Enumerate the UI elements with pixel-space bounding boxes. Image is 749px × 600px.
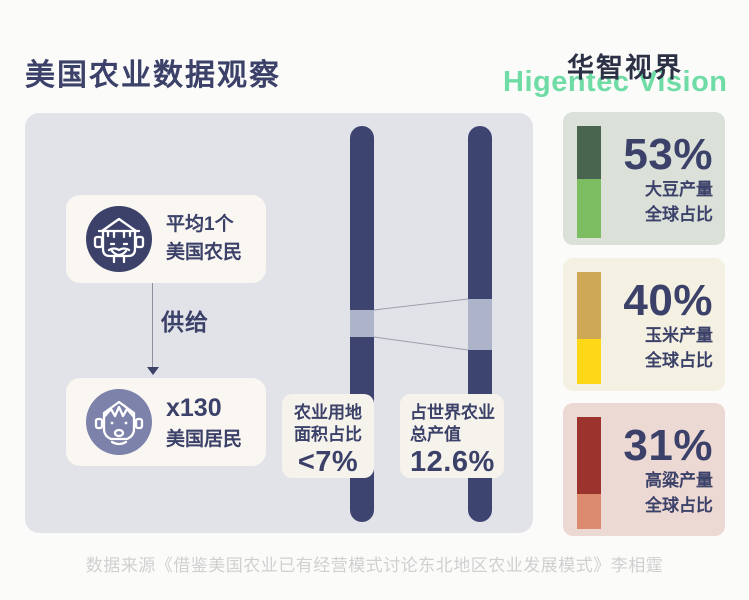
stat-bar-top: [577, 272, 601, 340]
bar-connector-lines: [373, 298, 469, 351]
farmer-card-line1: 平均1个: [166, 214, 234, 236]
stat-text: 31% 高粱产量 全球占比: [623, 421, 713, 518]
stat-value: 53%: [623, 130, 713, 179]
stat-bar: [577, 126, 601, 238]
brand-logo-cn: 华智视界: [567, 53, 683, 83]
stat-label-line1: 高粱产量: [645, 471, 713, 491]
stat-label-line2: 全球占比: [645, 350, 713, 370]
data-source-caption: 数据来源《借鉴美国农业已有经营模式讨论东北地区农业发展模式》李相霆: [85, 556, 664, 575]
stat-bar: [577, 272, 601, 384]
resident-card-text: x130 美国居民: [166, 390, 242, 454]
supply-label: 供给: [161, 309, 209, 335]
output-metric-line1: 占世界农业: [410, 403, 495, 422]
stat-value: 40%: [623, 276, 713, 325]
land-metric-value: <7%: [297, 446, 359, 479]
stat-value: 31%: [623, 421, 713, 470]
land-metric-line1: 农业用地: [294, 403, 362, 422]
farmer-icon: [86, 206, 152, 272]
stat-bar-bottom: [577, 339, 601, 384]
farmer-card-text: 平均1个 美国农民: [166, 211, 242, 266]
stat-label-line2: 全球占比: [645, 495, 713, 515]
resident-icon: [86, 389, 152, 455]
farmer-card: 平均1个 美国农民: [66, 195, 266, 283]
stat-bar-bottom: [577, 494, 601, 529]
farmer-card-line2: 美国农民: [166, 242, 243, 263]
stat-label-line1: 大豆产量: [645, 180, 713, 200]
resident-card-line2: 美国居民: [166, 429, 243, 451]
stat-label-line1: 玉米产量: [645, 326, 713, 346]
land-metric-card: 农业用地 面积占比 <7%: [282, 394, 374, 478]
supply-arrow-line: [152, 283, 153, 369]
land-area-bar-highlight: [350, 310, 374, 337]
land-metric-line2: 面积占比: [294, 425, 362, 445]
supply-arrow-head: [147, 367, 159, 375]
output-metric-line2: 总产值: [410, 425, 461, 445]
stat-bar-top: [577, 126, 601, 179]
stat-card-sorghum: 31% 高粱产量 全球占比: [563, 403, 725, 536]
brand-logo-en: Higentec Vision: [503, 66, 728, 98]
stat-text: 53% 大豆产量 全球占比: [623, 130, 713, 227]
stat-card-corn: 40% 玉米产量 全球占比: [563, 258, 725, 391]
resident-card: x130 美国居民: [66, 378, 266, 466]
stat-bar: [577, 417, 601, 529]
resident-card-line1: x130: [166, 394, 222, 423]
stat-bar-top: [577, 417, 601, 495]
stat-card-soybean: 53% 大豆产量 全球占比: [563, 112, 725, 245]
output-metric-value: 12.6%: [410, 446, 495, 479]
main-panel: 平均1个 美国农民 供给 x130 美国居民 农业用地 面积占比: [25, 113, 533, 533]
stat-bar-bottom: [577, 178, 601, 238]
stat-text: 40% 玉米产量 全球占比: [623, 276, 713, 373]
output-value-bar-highlight: [468, 299, 492, 350]
page-title: 美国农业数据观察: [25, 59, 281, 92]
output-metric-card: 占世界农业 总产值 12.6%: [400, 394, 504, 478]
brand-logo: Higentec Vision 华智视界: [495, 40, 749, 110]
stat-label-line2: 全球占比: [645, 204, 713, 224]
